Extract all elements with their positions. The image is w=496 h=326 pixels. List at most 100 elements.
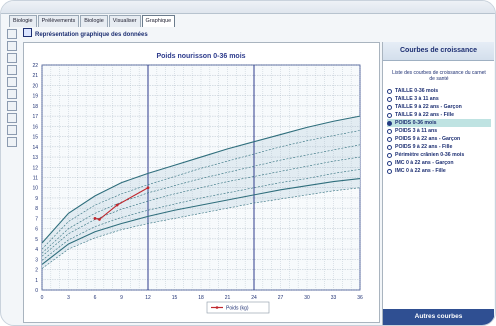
- reference-curve: [41, 177, 361, 265]
- curve-option-label: TAILLE 9 à 22 ans - Fille: [395, 112, 454, 118]
- tab-visualiser[interactable]: Visualiser: [108, 15, 141, 27]
- tab-graphique[interactable]: Graphique: [141, 15, 176, 27]
- curve-option-label: POIDS 9 à 22 ans - Fille: [395, 144, 453, 150]
- curve-option-label: Périmètre crânien 0-36 mois: [395, 152, 465, 158]
- curve-option-label: TAILLE 3 à 11 ans: [395, 96, 439, 102]
- radio-icon[interactable]: [387, 136, 392, 142]
- curves-panel: Courbes de croissance Liste des courbes …: [382, 42, 494, 325]
- y-tick-label: 15: [32, 135, 38, 141]
- reference-curve: [41, 169, 361, 261]
- reference-curve: [41, 115, 361, 244]
- y-tick-label: 7: [35, 216, 38, 222]
- curve-option-label: IMC 0 à 22 ans - Garçon: [395, 160, 454, 166]
- x-tick-label: 12: [145, 295, 151, 301]
- chart-icon: [23, 28, 32, 37]
- x-tick-label: 3: [67, 295, 70, 301]
- curve-option[interactable]: POIDS 9 à 22 ans - Garçon: [387, 135, 491, 143]
- radio-icon[interactable]: [387, 160, 392, 166]
- x-tick-label: 33: [331, 295, 337, 301]
- x-tick-label: 21: [225, 295, 231, 301]
- y-tick-label: 14: [32, 145, 38, 151]
- curve-option-label: POIDS 0-36 mois: [395, 120, 437, 126]
- y-tick-label: 2: [35, 268, 38, 274]
- legend-marker: [215, 306, 219, 309]
- radio-icon[interactable]: [387, 104, 392, 110]
- curves-panel-subtitle: Liste des courbes de croissance du carne…: [392, 70, 486, 82]
- curve-options: TAILLE 0-36 mois TAILLE 3 à 11 ans TAILLE …: [387, 87, 491, 175]
- radio-icon[interactable]: [387, 96, 392, 102]
- y-tick-label: 17: [32, 114, 38, 120]
- radio-icon[interactable]: [387, 120, 392, 126]
- radio-icon[interactable]: [387, 144, 392, 150]
- curve-option[interactable]: POIDS 3 à 11 ans: [387, 127, 491, 135]
- tab-biologie[interactable]: Biologie: [9, 15, 37, 27]
- y-tick-label: 16: [32, 124, 38, 130]
- radio-icon[interactable]: [387, 128, 392, 134]
- other-curves-button[interactable]: Autres courbes: [383, 309, 494, 325]
- curve-option[interactable]: TAILLE 0-36 mois: [387, 87, 491, 95]
- data-point: [93, 217, 97, 220]
- curve-option[interactable]: IMC 0 à 22 ans - Fille: [387, 167, 491, 175]
- tool-icon[interactable]: [7, 65, 17, 75]
- y-tick-label: 12: [32, 165, 38, 171]
- legend-label: Poids (kg): [226, 306, 249, 312]
- curve-option[interactable]: TAILLE 3 à 11 ans: [387, 95, 491, 103]
- curve-option-label: TAILLE 9 à 22 ans - Garçon: [395, 104, 462, 110]
- y-tick-label: 13: [32, 155, 38, 161]
- reference-band: [42, 116, 360, 269]
- y-tick-label: 20: [32, 83, 38, 89]
- y-tick-label: 4: [35, 247, 38, 253]
- tab-biologie-2[interactable]: Biologie: [80, 15, 108, 27]
- y-tick-label: 0: [35, 288, 38, 294]
- reference-curve: [41, 187, 361, 269]
- radio-icon[interactable]: [387, 152, 392, 158]
- radio-icon[interactable]: [387, 112, 392, 118]
- y-tick-label: 11: [33, 176, 38, 182]
- curve-option[interactable]: TAILLE 9 à 22 ans - Fille: [387, 111, 491, 119]
- curve-option[interactable]: TAILLE 9 à 22 ans - Garçon: [387, 103, 491, 111]
- data-point: [146, 186, 150, 190]
- x-tick-label: 27: [278, 295, 284, 301]
- y-tick-label: 21: [32, 73, 38, 79]
- data-point: [98, 218, 101, 221]
- x-tick-label: 0: [41, 295, 44, 301]
- tool-icon[interactable]: [7, 125, 17, 135]
- curve-option[interactable]: POIDS 9 à 22 ans - Fille: [387, 143, 491, 151]
- legend-box: [206, 301, 270, 314]
- y-tick-label: 22: [32, 63, 38, 69]
- curve-option-label: TAILLE 0-36 mois: [395, 88, 439, 94]
- tool-icon[interactable]: [7, 137, 17, 147]
- tab-bar: Biologie Prélèvements Biologie Visualise…: [9, 15, 176, 27]
- x-tick-label: 18: [198, 295, 204, 301]
- curve-option[interactable]: IMC 0 à 22 ans - Garçon: [387, 159, 491, 167]
- tab-prelevements[interactable]: Prélèvements: [37, 15, 80, 27]
- y-tick-label: 6: [35, 227, 38, 233]
- x-tick-label: 15: [172, 295, 178, 301]
- curve-option[interactable]: Périmètre crânien 0-36 mois: [387, 151, 491, 159]
- y-tick-label: 5: [35, 237, 38, 243]
- left-toolbar: [7, 29, 17, 149]
- reference-curve: [41, 144, 361, 254]
- chart-title: Poids nourisson 0-36 mois: [156, 53, 245, 60]
- reference-curve: [41, 130, 361, 250]
- x-tick-label: 30: [304, 295, 310, 301]
- y-tick-label: 1: [35, 278, 38, 284]
- radio-icon[interactable]: [387, 168, 392, 174]
- radio-icon[interactable]: [387, 88, 392, 94]
- window-titlebar: [1, 1, 495, 14]
- y-tick-label: 9: [35, 196, 38, 202]
- tool-icon[interactable]: [7, 77, 17, 87]
- tool-icon[interactable]: [7, 41, 17, 51]
- tool-icon[interactable]: [7, 53, 17, 63]
- x-tick-label: 9: [120, 295, 123, 301]
- y-tick-label: 10: [32, 186, 38, 192]
- x-tick-label: 36: [357, 295, 363, 301]
- tool-icon[interactable]: [7, 29, 17, 39]
- tool-icon[interactable]: [7, 89, 17, 99]
- tool-icon[interactable]: [7, 113, 17, 123]
- curve-option[interactable]: POIDS 0-36 mois: [387, 119, 491, 127]
- data-point: [115, 203, 119, 207]
- curve-option-label: POIDS 3 à 11 ans: [395, 128, 438, 134]
- tool-icon[interactable]: [7, 101, 17, 111]
